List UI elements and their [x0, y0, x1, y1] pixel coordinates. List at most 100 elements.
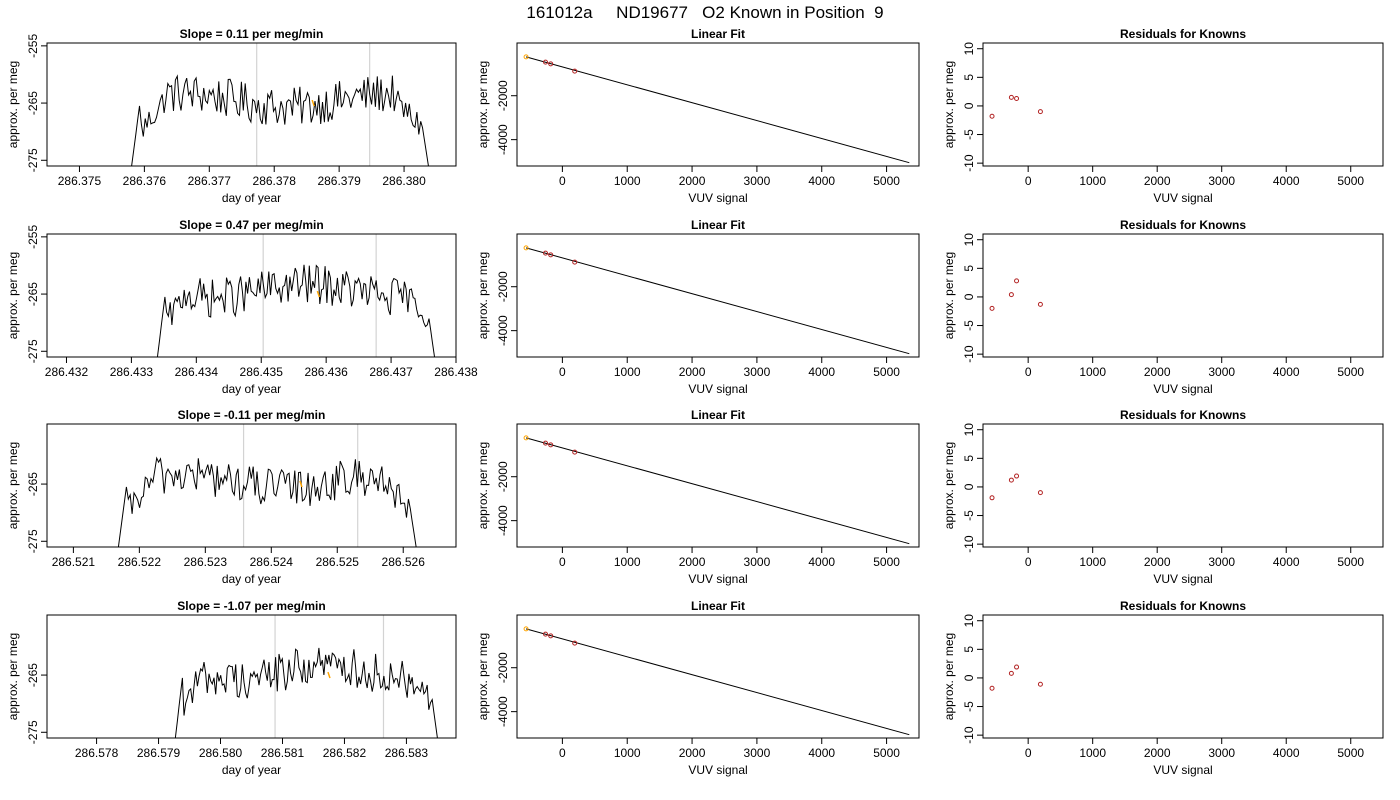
- x-axis-label: VUV signal: [688, 572, 747, 586]
- x-tick-label: 1000: [1079, 555, 1106, 569]
- x-tick-label: 1000: [614, 174, 641, 188]
- x-tick-label: 5000: [873, 174, 900, 188]
- panel-title: Residuals for Knowns: [1120, 599, 1246, 613]
- plot-area: [523, 435, 910, 545]
- x-tick-label: 1000: [1079, 365, 1106, 379]
- x-tick-label: 3000: [744, 746, 771, 760]
- x-tick-label: 0: [559, 555, 566, 569]
- y-tick-label: -4000: [496, 696, 510, 727]
- panel-timeseries-4: Slope = -1.07 per meg/min 286.578 286.579 2…: [6, 599, 457, 777]
- x-tick-label: 0: [1025, 555, 1032, 569]
- y-tick-label: 0: [962, 483, 976, 490]
- x-tick-label: 3000: [1208, 746, 1235, 760]
- residual-point: [989, 685, 995, 691]
- plot-frame: [516, 423, 920, 548]
- y-tick-label: -5: [962, 510, 976, 521]
- y-axis-label: approx. per meg: [476, 633, 490, 720]
- residual-point: [1008, 670, 1014, 676]
- x-tick-label: 4000: [808, 555, 835, 569]
- x-tick-label: 286.525: [316, 555, 360, 569]
- panel-title: Slope = -1.07 per meg/min: [177, 599, 325, 613]
- plot-area: [989, 94, 1043, 119]
- residual-point: [1008, 477, 1014, 483]
- panel-linear-fit-3: Linear Fit 0 1000 2000 3000 4000 5000 -2000 -400…: [476, 408, 920, 586]
- x-tick-label: 286.437: [369, 365, 413, 379]
- x-axis-label: VUV signal: [1153, 382, 1212, 396]
- panel-title: Slope = 0.11 per meg/min: [180, 27, 324, 41]
- x-tick-label: 3000: [744, 555, 771, 569]
- x-tick-label: 1000: [1079, 746, 1106, 760]
- y-axis-label: approx. per meg: [476, 252, 490, 339]
- residual-point: [1008, 292, 1014, 298]
- fit-point: [572, 68, 578, 74]
- x-tick-label: 3000: [1208, 174, 1235, 188]
- panel-title: Linear Fit: [691, 408, 745, 422]
- x-tick-label: 1000: [614, 555, 641, 569]
- x-axis-label: VUV signal: [688, 191, 747, 205]
- x-tick-label: 4000: [1273, 365, 1300, 379]
- residual-point: [989, 305, 995, 311]
- residual-point: [1037, 301, 1043, 307]
- residual-point: [1014, 664, 1020, 670]
- x-tick-label: 4000: [808, 746, 835, 760]
- fit-point: [548, 633, 554, 639]
- x-tick-label: 2000: [679, 365, 706, 379]
- plot-frame: [46, 42, 457, 167]
- residual-point: [1037, 109, 1043, 115]
- plot-frame: [46, 423, 457, 548]
- y-tick-label: -10: [962, 345, 976, 363]
- y-axis-label: approx. per meg: [942, 252, 956, 339]
- x-tick-label: 3000: [744, 365, 771, 379]
- y-tick-label: 0: [962, 102, 976, 109]
- plot-area: [131, 43, 429, 166]
- panel-title: Linear Fit: [691, 599, 745, 613]
- y-tick-label: -265: [26, 472, 40, 496]
- residual-point: [989, 495, 995, 501]
- x-tick-label: 5000: [873, 365, 900, 379]
- x-tick-label: 286.438: [434, 365, 478, 379]
- y-tick-label: -275: [26, 339, 40, 363]
- x-tick-label: 286.580: [199, 746, 243, 760]
- x-tick-label: 5000: [1337, 174, 1364, 188]
- x-tick-label: 2000: [1144, 555, 1171, 569]
- y-tick-label: -10: [962, 154, 976, 172]
- x-axis-label: day of year: [222, 572, 281, 586]
- x-tick-label: 286.582: [323, 746, 367, 760]
- x-tick-label: 0: [1025, 174, 1032, 188]
- y-tick-label: -275: [26, 148, 40, 172]
- panel-title: Residuals for Knowns: [1120, 27, 1246, 41]
- x-tick-label: 286.378: [253, 174, 297, 188]
- x-tick-label: 286.578: [75, 746, 119, 760]
- y-tick-label: -10: [962, 726, 976, 744]
- x-tick-label: 286.380: [382, 174, 426, 188]
- plot-area: [156, 234, 436, 357]
- x-tick-label: 286.379: [317, 174, 361, 188]
- plot-area: [523, 245, 910, 355]
- residual-point: [1014, 278, 1020, 284]
- y-tick-label: -255: [26, 34, 40, 58]
- plot-area: [989, 664, 1043, 691]
- plot-frame: [516, 614, 920, 739]
- x-tick-label: 286.435: [240, 365, 284, 379]
- y-tick-label: -275: [26, 529, 40, 553]
- y-tick-label: -2000: [496, 461, 510, 492]
- highlight-mark: [316, 290, 321, 298]
- y-tick-label: -265: [26, 663, 40, 687]
- x-tick-label: 5000: [1337, 365, 1364, 379]
- plot-frame: [516, 42, 920, 167]
- x-tick-label: 5000: [873, 746, 900, 760]
- residual-point: [1037, 490, 1043, 496]
- fit-point: [548, 442, 554, 448]
- x-tick-label: 286.522: [118, 555, 162, 569]
- x-axis-label: VUV signal: [1153, 763, 1212, 777]
- y-tick-label: -5: [962, 320, 976, 331]
- x-tick-label: 286.521: [52, 555, 96, 569]
- y-tick-label: 0: [962, 674, 976, 681]
- plot-frame: [982, 614, 1384, 739]
- y-tick-label: -4000: [496, 124, 510, 155]
- fit-point: [548, 252, 554, 258]
- highlight-mark: [327, 671, 331, 679]
- fit-line: [525, 437, 910, 545]
- x-axis-label: day of year: [222, 191, 281, 205]
- residual-point: [989, 113, 995, 119]
